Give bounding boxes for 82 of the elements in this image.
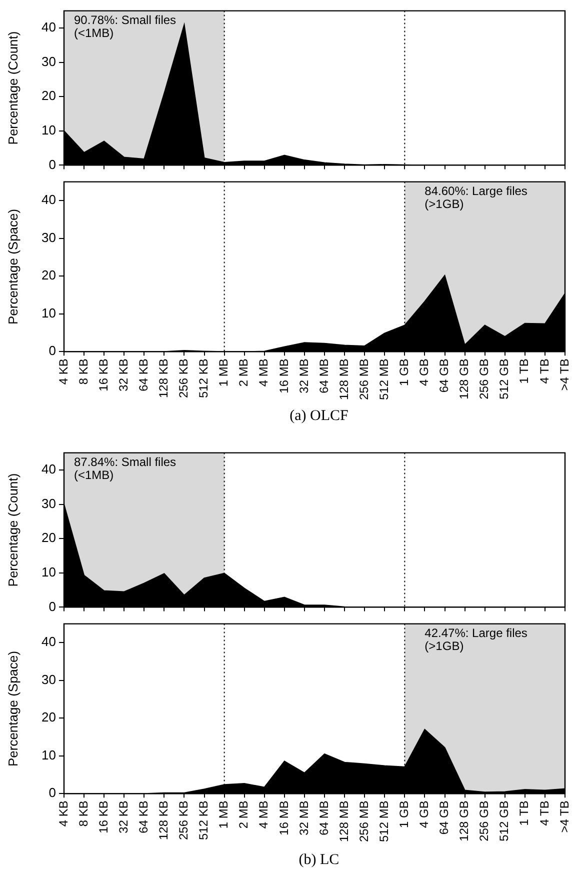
x-tick-label: 4 GB (417, 358, 432, 386)
x-tick-label: 512 KB (196, 800, 211, 840)
text: (b) LC (298, 852, 340, 869)
band-label: 90.78%: Small files (<1MB) (74, 13, 176, 40)
y-tick-label: 40 (42, 20, 56, 35)
x-tick-label: 1 TB (517, 800, 532, 826)
y-tick-label: 20 (42, 268, 56, 283)
x-tick-label: 1 MB (216, 358, 231, 387)
y-tick-label: 30 (42, 54, 56, 69)
x-tick-label: >4 TB (557, 800, 572, 833)
x-tick-label: 512 GB (497, 358, 512, 400)
y-tick-label: 30 (42, 496, 56, 511)
x-tick-label: 4 KB (56, 358, 70, 385)
x-tick-label: 1 TB (517, 358, 532, 384)
y-axis-title: Percentage (Count) (5, 31, 20, 145)
x-tick-label: 64 KB (136, 358, 150, 392)
y-tick-label: 10 (42, 747, 56, 762)
x-tick-label: 4 MB (256, 800, 271, 829)
y-tick-label: 20 (42, 530, 56, 546)
y-tick-label: 20 (42, 88, 56, 104)
y-axis-title: Percentage (Space) (5, 208, 20, 325)
x-tick-label: 16 KB (96, 358, 110, 392)
x-tick-label: 4 TB (537, 800, 552, 826)
y-tick-label: 0 (48, 156, 56, 172)
x-tick-label: 1 GB (396, 800, 411, 828)
x-tick-label: 512 MB (376, 358, 391, 400)
x-tick-label: 64 GB (437, 358, 452, 393)
y-tick-label: 40 (42, 634, 56, 650)
y-axis-title: Percentage (Space) (5, 650, 20, 767)
x-tick-label: 256 KB (176, 800, 191, 840)
y-axis-title: Percentage (Count) (5, 473, 20, 587)
x-tick-label: 8 KB (76, 358, 90, 385)
x-tick-label: 128 GB (457, 800, 472, 842)
y-tick-label: 10 (42, 564, 56, 580)
x-tick-label: >4 TB (557, 358, 572, 391)
x-tick-label: 128 KB (156, 358, 171, 398)
x-tick-label: 512 MB (376, 800, 391, 842)
y-tick-label: 10 (42, 122, 56, 138)
y-tick-label: 0 (48, 598, 56, 614)
x-tick-label: 512 GB (497, 800, 512, 842)
x-tick-label: 64 MB (316, 358, 331, 394)
y-tick-label: 40 (42, 462, 56, 477)
y-tick-label: 10 (42, 305, 56, 320)
x-tick-label: 4 GB (417, 800, 432, 828)
x-tick-label: 32 MB (296, 800, 311, 836)
x-tick-label: 1 MB (216, 800, 231, 829)
x-tick-label: 128 MB (336, 358, 351, 400)
x-tick-label: 16 MB (276, 800, 291, 836)
band-label: 84.60%: Large files (>1GB) (424, 184, 528, 212)
x-tick-label: 32 MB (296, 358, 311, 394)
x-tick-label: 1 GB (396, 358, 411, 386)
y-tick-label: 30 (42, 230, 56, 245)
x-tick-label: 256 GB (477, 800, 492, 842)
y-tick-label: 40 (42, 192, 56, 208)
y-tick-label: 0 (48, 785, 56, 800)
text: (a) OLCF (288, 408, 350, 425)
x-tick-label: 8 KB (76, 800, 90, 827)
y-tick-label: 30 (42, 672, 56, 687)
x-tick-label: 16 MB (276, 358, 291, 394)
x-tick-label: 4 MB (256, 358, 271, 387)
x-tick-label: 128 KB (156, 800, 171, 840)
x-tick-label: 128 GB (457, 358, 472, 400)
x-tick-label: 64 MB (316, 800, 331, 836)
x-tick-label: 2 MB (236, 800, 251, 829)
x-tick-label: 32 KB (116, 358, 130, 392)
x-tick-label: 128 MB (336, 800, 351, 842)
x-tick-label: 16 KB (96, 800, 110, 834)
x-tick-label: 4 TB (537, 358, 552, 384)
x-tick-label: 256 MB (356, 800, 371, 842)
x-tick-label: 256 MB (356, 358, 371, 400)
x-tick-label: 256 KB (176, 358, 191, 398)
x-tick-label: 64 GB (437, 800, 452, 835)
x-tick-label: 4 KB (56, 800, 70, 827)
y-tick-label: 20 (42, 710, 56, 725)
band-label: 87.84%: Small files (<1MB) (74, 455, 176, 482)
x-tick-label: 512 KB (196, 358, 211, 398)
x-tick-label: 2 MB (236, 358, 251, 387)
x-tick-label: 64 KB (136, 800, 150, 834)
x-tick-label: 32 KB (116, 800, 130, 834)
band-label: 42.47%: Large files (>1GB) (424, 626, 528, 654)
x-tick-label: 256 GB (477, 358, 492, 400)
y-tick-label: 0 (48, 343, 56, 358)
